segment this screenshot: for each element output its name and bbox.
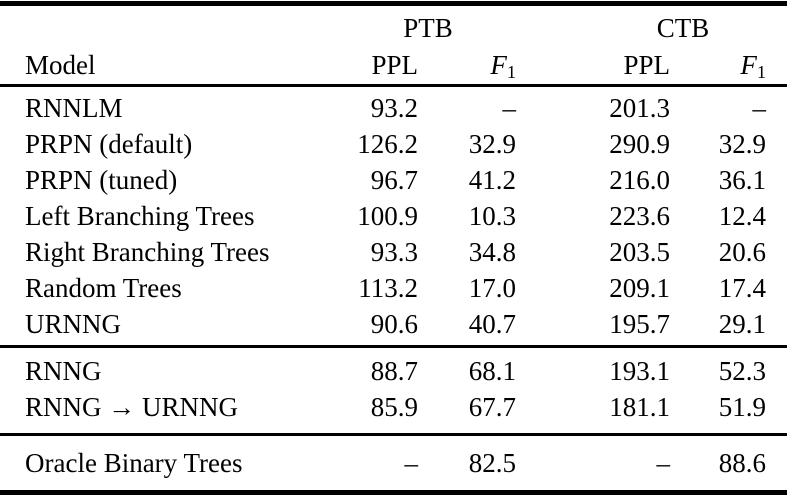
ctb-ppl-cell: 209.1 — [609, 273, 670, 303]
ctb-f1-cell: 52.3 — [718, 356, 766, 386]
ctb-f1-cell: 12.4 — [718, 201, 766, 231]
ctb-ppl-cell: 203.5 — [609, 237, 670, 267]
table-row: Oracle Binary Trees – 82.5 – 88.6 — [0, 445, 787, 481]
ptb-f1-cell: 40.7 — [468, 309, 516, 339]
f1-letter: F — [740, 50, 757, 80]
f1-letter: F — [490, 50, 507, 80]
ptb-ppl-cell: 96.7 — [370, 165, 418, 195]
ptb-f1-column-header: F1 — [418, 46, 516, 84]
ctb-f1-cell: – — [752, 93, 767, 123]
model-column-header: Model — [25, 50, 96, 80]
table-row: RNNG → URNNG 85.9 67.7 181.1 51.9 — [0, 389, 787, 425]
top-rule — [0, 1, 787, 6]
ctb-f1-cell: 36.1 — [718, 165, 766, 195]
model-cell: Oracle Binary Trees — [25, 448, 243, 478]
f1-subscript: 1 — [506, 62, 516, 83]
ctb-ppl-column-header: PPL — [623, 50, 670, 80]
ctb-ppl-cell: 201.3 — [609, 93, 670, 123]
ptb-group-header: PTB — [403, 13, 453, 43]
model-cell: URNNG — [25, 309, 122, 339]
ptb-ppl-column-header: PPL — [371, 50, 418, 80]
ctb-ppl-cell: 223.6 — [609, 201, 670, 231]
ptb-ppl-cell: 126.2 — [357, 129, 418, 159]
model-cell: Right Branching Trees — [25, 237, 270, 267]
bottom-rule — [0, 490, 787, 495]
model-cell: RNNLM — [25, 93, 123, 123]
ctb-f1-column-header: F1 — [670, 46, 766, 84]
table-row: Random Trees 113.2 17.0 209.1 17.4 — [0, 270, 787, 306]
section-rule — [0, 433, 787, 436]
ptb-ppl-cell: – — [404, 448, 419, 478]
ctb-ppl-cell: – — [656, 448, 671, 478]
ptb-f1-cell: 32.9 — [468, 129, 516, 159]
rnng-section: RNNG 88.7 68.1 193.1 52.3 RNNG → URNNG 8… — [0, 348, 787, 433]
table-row: Left Branching Trees 100.9 10.3 223.6 12… — [0, 198, 787, 234]
ctb-f1-cell: 32.9 — [718, 129, 766, 159]
ptb-ppl-cell: 100.9 — [357, 201, 418, 231]
table-row: URNNG 90.6 40.7 195.7 29.1 — [0, 306, 787, 342]
ctb-ppl-cell: 193.1 — [609, 356, 670, 386]
f1-subscript: 1 — [756, 62, 766, 83]
table-header: PTB CTB Model PPL F1 PPL F1 — [0, 6, 787, 84]
model-cell: RNNG — [25, 356, 102, 386]
ctb-ppl-cell: 290.9 — [609, 129, 670, 159]
ptb-f1-cell: 82.5 — [468, 448, 516, 478]
ptb-f1-cell: 68.1 — [468, 356, 516, 386]
ptb-ppl-cell: 88.7 — [370, 356, 418, 386]
ctb-ppl-cell: 181.1 — [609, 392, 670, 422]
model-cell: PRPN (tuned) — [25, 165, 178, 195]
model-cell: Left Branching Trees — [25, 201, 255, 231]
table-row: PRPN (default) 126.2 32.9 290.9 32.9 — [0, 126, 787, 162]
ctb-group-header: CTB — [656, 13, 710, 43]
oracle-section: Oracle Binary Trees – 82.5 – 88.6 — [0, 436, 787, 490]
ptb-f1-cell: 67.7 — [468, 392, 516, 422]
ptb-f1-cell: 34.8 — [468, 237, 516, 267]
ctb-f1-cell: 29.1 — [718, 309, 766, 339]
ptb-ppl-cell: 85.9 — [370, 392, 418, 422]
baselines-section: RNNLM 93.2 – 201.3 – PRPN (default) 126.… — [0, 87, 787, 345]
model-cell: Random Trees — [25, 273, 182, 303]
ptb-ppl-cell: 93.2 — [370, 93, 418, 123]
ctb-ppl-cell: 195.7 — [609, 309, 670, 339]
header-rule — [0, 84, 787, 87]
column-header-row: Model PPL F1 PPL F1 — [0, 46, 787, 84]
section-rule — [0, 345, 787, 348]
ptb-f1-cell: 41.2 — [468, 165, 516, 195]
table-row: Right Branching Trees 93.3 34.8 203.5 20… — [0, 234, 787, 270]
ptb-f1-cell: 10.3 — [468, 201, 516, 231]
group-header-row: PTB CTB — [0, 10, 787, 46]
model-cell: RNNG → URNNG — [25, 392, 239, 422]
ctb-f1-cell: 88.6 — [718, 448, 766, 478]
ptb-ppl-cell: 93.3 — [370, 237, 418, 267]
ctb-f1-cell: 51.9 — [718, 392, 766, 422]
table-row: PRPN (tuned) 96.7 41.2 216.0 36.1 — [0, 162, 787, 198]
ptb-f1-cell: – — [502, 93, 517, 123]
ctb-ppl-cell: 216.0 — [609, 165, 670, 195]
table-row: RNNLM 93.2 – 201.3 – — [0, 90, 787, 126]
ptb-ppl-cell: 90.6 — [370, 309, 418, 339]
ctb-f1-cell: 20.6 — [718, 237, 766, 267]
model-cell: PRPN (default) — [25, 129, 193, 159]
table-row: RNNG 88.7 68.1 193.1 52.3 — [0, 353, 787, 389]
ctb-f1-cell: 17.4 — [718, 273, 766, 303]
ptb-ppl-cell: 113.2 — [358, 273, 418, 303]
ptb-f1-cell: 17.0 — [468, 273, 516, 303]
